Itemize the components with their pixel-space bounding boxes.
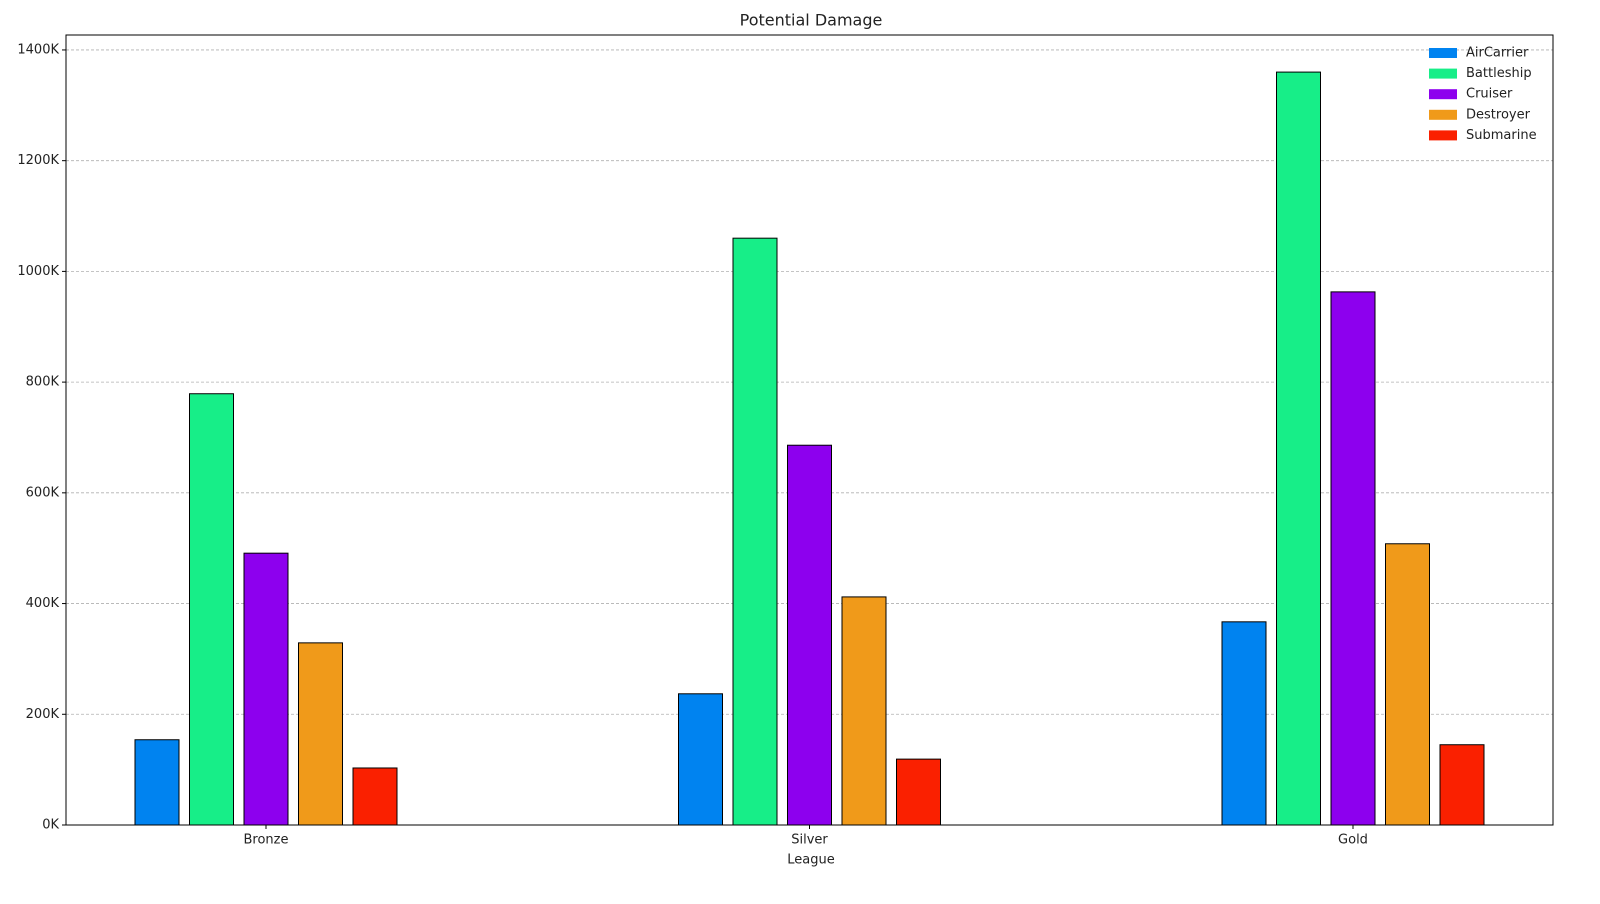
bar bbox=[189, 393, 234, 826]
bar bbox=[298, 642, 343, 826]
legend-label: Battleship bbox=[1466, 66, 1532, 81]
chart-title: Potential Damage bbox=[740, 11, 883, 30]
bar bbox=[352, 767, 398, 826]
y-tick-label: 400K bbox=[26, 596, 60, 611]
bar bbox=[1330, 291, 1376, 826]
bar bbox=[732, 237, 778, 826]
bar bbox=[896, 758, 941, 826]
y-tick-label: 1200K bbox=[17, 153, 59, 168]
bar bbox=[1221, 621, 1267, 826]
bar bbox=[1276, 71, 1321, 826]
y-tick-label: 800K bbox=[26, 375, 60, 390]
legend-label: Cruiser bbox=[1466, 87, 1513, 102]
legend-swatch bbox=[1429, 48, 1457, 58]
x-tick-label: Gold bbox=[1338, 833, 1368, 848]
legend-label: AirCarrier bbox=[1466, 46, 1529, 61]
bar bbox=[1439, 744, 1485, 826]
legend-swatch bbox=[1429, 109, 1457, 120]
bar bbox=[841, 596, 887, 826]
x-axis-label: League bbox=[787, 853, 834, 868]
y-tick-label: 1000K bbox=[17, 264, 59, 279]
y-tick-label: 600K bbox=[26, 485, 60, 500]
legend-swatch bbox=[1429, 68, 1457, 79]
plot-frame bbox=[65, 34, 1554, 826]
legend-swatch bbox=[1429, 89, 1457, 100]
y-tick-label: 1400K bbox=[17, 42, 59, 57]
bar bbox=[787, 444, 832, 826]
y-tick-label: 0K bbox=[42, 818, 59, 833]
bar bbox=[1385, 543, 1430, 826]
x-tick-label: Bronze bbox=[244, 833, 289, 848]
x-tick-label: Silver bbox=[791, 833, 828, 848]
legend-label: Destroyer bbox=[1466, 107, 1531, 122]
legend-swatch bbox=[1429, 130, 1457, 141]
y-tick-label: 200K bbox=[26, 707, 60, 722]
bar bbox=[678, 693, 723, 826]
bar bbox=[243, 552, 289, 826]
bar bbox=[134, 739, 180, 826]
legend-label: Submarine bbox=[1466, 128, 1537, 143]
